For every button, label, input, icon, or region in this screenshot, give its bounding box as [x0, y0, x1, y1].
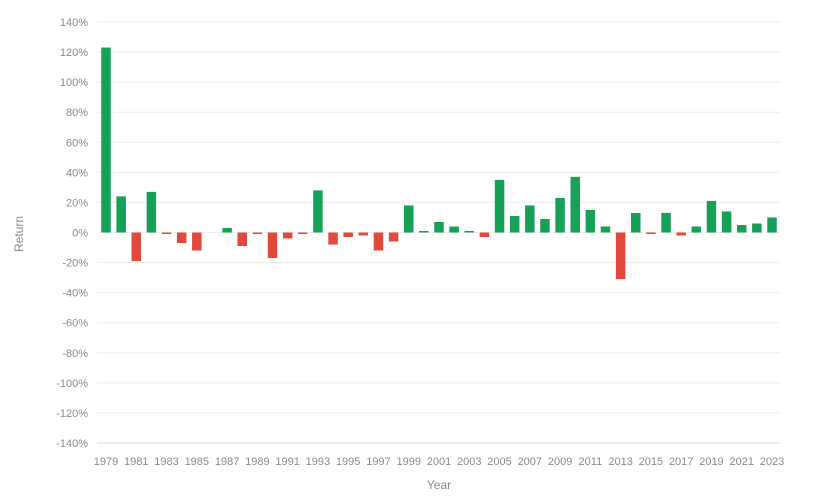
x-axis-label: Year [427, 478, 451, 492]
x-tick-label: 2017 [669, 456, 693, 468]
bar-2022 [752, 223, 762, 233]
bar-2007 [525, 205, 535, 233]
bar-2023 [767, 217, 777, 233]
bars [101, 47, 777, 280]
x-tick-label: 1981 [124, 456, 148, 468]
x-tick-label: 1997 [366, 456, 390, 468]
bar-1999 [403, 205, 414, 233]
y-tick-label: 140% [60, 17, 88, 29]
bar-1995 [343, 232, 353, 238]
y-tick-label: 80% [66, 107, 88, 119]
bar-2003 [464, 231, 475, 233]
bar-2009 [555, 197, 565, 233]
x-tick-label: 2005 [487, 456, 511, 468]
x-tick-label: 1979 [94, 456, 118, 468]
x-tick-label: 2015 [639, 456, 663, 468]
bar-1983 [161, 232, 172, 234]
y-axis-ticks: -140% -120% -100% -80% -60% -40% -20% 0% 20% 40% 6… [56, 17, 88, 450]
bar-2019 [706, 200, 717, 233]
bar-2014 [631, 212, 641, 233]
bar-2017 [676, 232, 686, 236]
bar-1984 [176, 232, 187, 244]
x-tick-label: 1993 [306, 456, 330, 468]
bar-2016 [661, 212, 671, 233]
y-tick-label: -40% [62, 288, 88, 300]
bar-1981 [131, 232, 142, 262]
bar-2000 [419, 231, 429, 233]
x-tick-label: 1991 [275, 456, 299, 468]
bar-1996 [358, 232, 369, 236]
y-tick-label: -120% [56, 408, 88, 420]
x-tick-label: 2011 [579, 456, 603, 468]
bar-2018 [691, 226, 702, 233]
x-tick-label: 1987 [215, 456, 239, 468]
y-tick-label: 0% [72, 228, 88, 240]
bar-2012 [600, 226, 611, 233]
bar-2004 [479, 232, 490, 238]
x-tick-label: 2003 [457, 456, 481, 468]
x-tick-label: 1999 [396, 456, 420, 468]
bar-1991 [282, 232, 293, 239]
bar-1988 [237, 232, 247, 247]
bar-2020 [721, 211, 732, 233]
bar-1998 [388, 232, 399, 242]
bar-1992 [298, 232, 308, 234]
bar-1982 [146, 191, 157, 233]
bar-2010 [570, 176, 580, 233]
x-tick-label: 2009 [548, 456, 572, 468]
y-tick-label: -20% [62, 258, 88, 270]
x-tick-label: 2013 [608, 456, 632, 468]
y-tick-label: 40% [66, 167, 88, 179]
bar-2002 [449, 226, 459, 233]
y-tick-label: 120% [60, 47, 88, 59]
y-tick-label: -80% [62, 348, 88, 360]
bar-1993 [313, 190, 323, 233]
bar-2021 [736, 224, 747, 233]
y-tick-label: 20% [66, 197, 88, 209]
bar-1979 [101, 47, 111, 233]
x-tick-label: 2021 [729, 456, 753, 468]
bar-2001 [434, 221, 444, 233]
x-tick-label: 1995 [336, 456, 360, 468]
x-tick-label: 1985 [185, 456, 209, 468]
y-tick-label: 60% [66, 137, 88, 149]
x-axis-ticks: 1979 1981 1983 1985 1987 1989 1991 1993 1995 1997… [94, 456, 784, 468]
x-tick-label: 1989 [245, 456, 269, 468]
bar-2008 [540, 218, 550, 233]
x-tick-label: 2023 [760, 456, 784, 468]
y-tick-label: -60% [62, 318, 88, 330]
y-tick-label: 100% [60, 77, 88, 89]
y-tick-label: -100% [56, 378, 88, 390]
bar-1990 [267, 232, 278, 259]
x-tick-label: 2001 [427, 456, 451, 468]
bar-2015 [646, 232, 656, 234]
bar-2005 [494, 179, 505, 233]
bar-1980 [116, 196, 126, 233]
bar-2006 [509, 215, 520, 233]
x-tick-label: 1983 [154, 456, 178, 468]
bar-1987 [222, 227, 232, 233]
x-tick-label: 2007 [518, 456, 542, 468]
bar-2013 [615, 232, 626, 280]
y-tick-label: -140% [56, 438, 88, 450]
bar-2011 [585, 209, 596, 233]
bar-1994 [328, 232, 338, 245]
bar-1989 [252, 232, 263, 234]
y-axis-label: Return [12, 216, 26, 252]
bar-1985 [192, 232, 202, 251]
gridlines [97, 21, 780, 444]
x-tick-label: 2019 [699, 456, 723, 468]
bar-1997 [373, 232, 384, 251]
